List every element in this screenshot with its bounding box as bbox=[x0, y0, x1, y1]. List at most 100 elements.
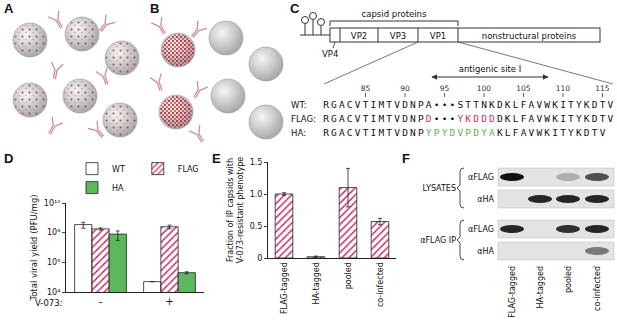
svg-text:F: F bbox=[521, 99, 527, 110]
svg-text:N: N bbox=[481, 99, 487, 110]
svg-text:D: D bbox=[489, 113, 495, 124]
svg-text:Y: Y bbox=[576, 113, 582, 124]
svg-text:P: P bbox=[434, 127, 440, 138]
svg-text:1.0: 1.0 bbox=[250, 190, 263, 199]
svg-text:B: B bbox=[150, 1, 159, 16]
svg-text:T: T bbox=[363, 113, 369, 124]
svg-text:A: A bbox=[426, 99, 432, 110]
svg-text:VP4: VP4 bbox=[322, 49, 338, 59]
svg-text:T: T bbox=[568, 113, 574, 124]
svg-text:M: M bbox=[378, 99, 384, 110]
svg-text:G: G bbox=[331, 99, 337, 110]
svg-text:pooled: pooled bbox=[344, 262, 353, 289]
svg-text:antigenic site I: antigenic site I bbox=[459, 64, 522, 74]
svg-text:N: N bbox=[410, 99, 416, 110]
svg-text:D: D bbox=[473, 127, 479, 138]
svg-text:N: N bbox=[410, 127, 416, 138]
svg-text:HA-tagged: HA-tagged bbox=[536, 266, 545, 308]
svg-text:VP3: VP3 bbox=[390, 31, 406, 41]
svg-text:FLAG-tagged: FLAG-tagged bbox=[508, 266, 517, 318]
svg-text:110: 110 bbox=[556, 84, 571, 93]
svg-text:-: - bbox=[99, 296, 103, 307]
svg-text:Total viral yield (PFU/mg): Total viral yield (PFU/mg) bbox=[29, 194, 39, 301]
svg-text:V: V bbox=[394, 113, 400, 124]
svg-text:FLAG: FLAG bbox=[178, 165, 199, 174]
svg-text:•: • bbox=[450, 113, 456, 124]
svg-text:capsid proteins: capsid proteins bbox=[362, 9, 427, 19]
svg-text:V-073:: V-073: bbox=[35, 298, 62, 308]
svg-text:FLAG-tagged: FLAG-tagged bbox=[280, 262, 289, 314]
svg-text:V: V bbox=[600, 127, 606, 138]
svg-text:T: T bbox=[363, 99, 369, 110]
svg-text:T: T bbox=[363, 127, 369, 138]
svg-text:V: V bbox=[536, 113, 542, 124]
svg-text:D: D bbox=[402, 127, 408, 138]
svg-text:A: A bbox=[339, 99, 345, 110]
svg-text:A: A bbox=[521, 127, 527, 138]
svg-text:10¹⁰: 10¹⁰ bbox=[44, 199, 61, 208]
svg-text:L: L bbox=[513, 99, 519, 110]
svg-text:W: W bbox=[536, 127, 542, 138]
svg-text:VP1: VP1 bbox=[430, 31, 446, 41]
svg-text:T: T bbox=[560, 127, 566, 138]
svg-text:A: A bbox=[489, 127, 495, 138]
svg-text:T: T bbox=[592, 127, 598, 138]
svg-text:LYSATES: LYSATES bbox=[423, 184, 456, 193]
svg-text:D: D bbox=[473, 113, 479, 124]
svg-text:R: R bbox=[323, 99, 329, 110]
svg-text:D: D bbox=[592, 113, 598, 124]
svg-text:G: G bbox=[331, 127, 337, 138]
svg-text:V: V bbox=[608, 99, 614, 110]
svg-text:VP2: VP2 bbox=[351, 31, 367, 41]
svg-text:F: F bbox=[402, 151, 410, 166]
svg-text:95: 95 bbox=[440, 84, 450, 93]
svg-text:E: E bbox=[212, 151, 221, 166]
svg-text:C: C bbox=[290, 1, 300, 16]
svg-text:D: D bbox=[497, 99, 503, 110]
svg-text:I: I bbox=[371, 99, 377, 110]
svg-text:V: V bbox=[536, 99, 542, 110]
svg-text:T: T bbox=[600, 99, 606, 110]
svg-text:M: M bbox=[378, 127, 384, 138]
svg-text:•: • bbox=[442, 113, 448, 124]
svg-text:C: C bbox=[347, 127, 353, 138]
svg-text:G: G bbox=[331, 113, 337, 124]
svg-text:M: M bbox=[378, 113, 384, 124]
svg-text:D: D bbox=[426, 113, 432, 124]
svg-text:L: L bbox=[505, 127, 511, 138]
svg-text:D: D bbox=[584, 127, 590, 138]
svg-text:K: K bbox=[584, 99, 590, 110]
svg-text:V: V bbox=[394, 99, 400, 110]
svg-text:I: I bbox=[560, 113, 566, 124]
svg-text:T: T bbox=[600, 113, 606, 124]
svg-text:Y: Y bbox=[481, 127, 487, 138]
svg-text:C: C bbox=[347, 99, 353, 110]
svg-text:K: K bbox=[497, 127, 503, 138]
svg-text:I: I bbox=[371, 113, 377, 124]
svg-text:A: A bbox=[4, 1, 14, 16]
svg-text:pooled: pooled bbox=[564, 266, 573, 293]
svg-text:V: V bbox=[608, 113, 614, 124]
svg-text:K: K bbox=[505, 113, 511, 124]
svg-text:HA:: HA: bbox=[291, 128, 306, 138]
svg-text:R: R bbox=[323, 127, 329, 138]
svg-text:I: I bbox=[560, 99, 566, 110]
svg-text:co-infected: co-infected bbox=[376, 262, 385, 307]
svg-text:αFLAG IP: αFLAG IP bbox=[420, 236, 456, 245]
svg-text:115: 115 bbox=[595, 84, 610, 93]
svg-text:W: W bbox=[544, 113, 550, 124]
svg-text:D: D bbox=[450, 127, 456, 138]
svg-text:Y: Y bbox=[426, 127, 432, 138]
svg-text:K: K bbox=[552, 113, 558, 124]
svg-text:D: D bbox=[402, 113, 408, 124]
svg-text:•: • bbox=[434, 113, 440, 124]
svg-text:0.5: 0.5 bbox=[250, 222, 263, 231]
svg-text:co-infected: co-infected bbox=[593, 266, 602, 311]
svg-text:D: D bbox=[592, 99, 598, 110]
svg-text:105: 105 bbox=[516, 84, 531, 93]
svg-text:αFLAG: αFLAG bbox=[468, 173, 494, 182]
svg-text:10⁴: 10⁴ bbox=[47, 288, 60, 297]
svg-text:D: D bbox=[497, 113, 503, 124]
svg-text:Fraction of IP capsids withV-0: Fraction of IP capsids withV-073-resista… bbox=[226, 157, 245, 263]
svg-text:10⁸: 10⁸ bbox=[47, 228, 60, 237]
